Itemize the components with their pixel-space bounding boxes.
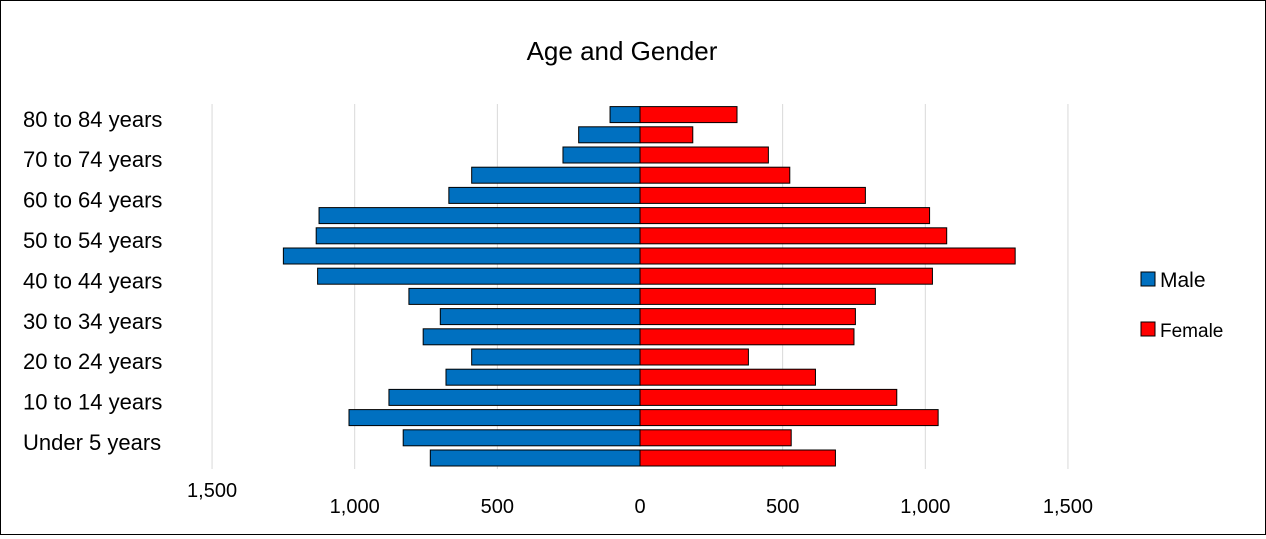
bar-male <box>448 186 641 204</box>
bar-male <box>388 388 641 406</box>
legend-label-female: Female <box>1160 321 1223 342</box>
bar-female <box>639 247 1016 265</box>
bar-male <box>471 348 641 366</box>
category-label: 10 to 14 years <box>23 390 162 415</box>
bar-male <box>429 449 641 467</box>
bar-male <box>317 267 641 285</box>
bar-male <box>282 247 641 265</box>
bar-male <box>445 368 641 386</box>
gridlines <box>211 104 1069 469</box>
bar-female <box>639 328 855 346</box>
x-tick-label: 0 <box>634 496 645 518</box>
bar-female <box>639 146 769 164</box>
bar-male <box>562 146 641 164</box>
bar-female <box>639 388 898 406</box>
category-label: 50 to 54 years <box>23 228 162 253</box>
bar-female <box>639 267 933 285</box>
bar-female <box>639 126 694 144</box>
legend-swatch-female <box>1140 321 1156 337</box>
bars <box>282 106 1016 467</box>
bar-female <box>639 207 931 225</box>
category-label: Under 5 years <box>23 430 161 455</box>
category-label: 40 to 44 years <box>23 268 162 293</box>
category-labels: Under 5 years 10 to 14 years 20 to 24 year… <box>23 107 162 455</box>
x-tick-label: 500 <box>481 496 514 518</box>
x-tick-label: 1,000 <box>330 496 380 518</box>
bar-female <box>639 166 791 184</box>
bar-female <box>639 409 939 427</box>
bar-male <box>422 328 641 346</box>
x-tick-label: 1,500 <box>187 480 237 502</box>
bar-male <box>315 227 641 245</box>
category-label: 70 to 74 years <box>23 147 162 172</box>
bar-female <box>639 106 738 124</box>
bar-female <box>639 227 948 245</box>
x-tick-labels: 1,500 1,000 500 0 500 1,000 1,500 <box>187 480 1093 518</box>
category-label: 20 to 24 years <box>23 349 162 374</box>
x-tick-label: 1,000 <box>900 496 950 518</box>
bar-male <box>439 308 641 326</box>
chart-title: Age and Gender <box>527 36 718 66</box>
bar-male <box>578 126 641 144</box>
legend: Male Female <box>1140 269 1223 342</box>
legend-swatch-male <box>1140 271 1156 287</box>
bar-female <box>639 308 856 326</box>
category-label: 60 to 64 years <box>23 188 162 213</box>
bar-male <box>348 409 641 427</box>
bar-female <box>639 449 836 467</box>
bar-male <box>609 106 641 124</box>
bar-female <box>639 287 876 305</box>
bar-female <box>639 429 792 447</box>
x-tick-label: 500 <box>766 496 799 518</box>
bar-male <box>471 166 641 184</box>
legend-label-male: Male <box>1160 269 1206 292</box>
bar-male <box>318 207 641 225</box>
bar-male <box>408 287 641 305</box>
bar-female <box>639 368 816 386</box>
bar-female <box>639 348 749 366</box>
category-label: 80 to 84 years <box>23 107 162 132</box>
x-tick-label: 1,500 <box>1043 496 1093 518</box>
category-label: 30 to 34 years <box>23 309 162 334</box>
bar-female <box>639 186 866 204</box>
bar-male <box>402 429 641 447</box>
